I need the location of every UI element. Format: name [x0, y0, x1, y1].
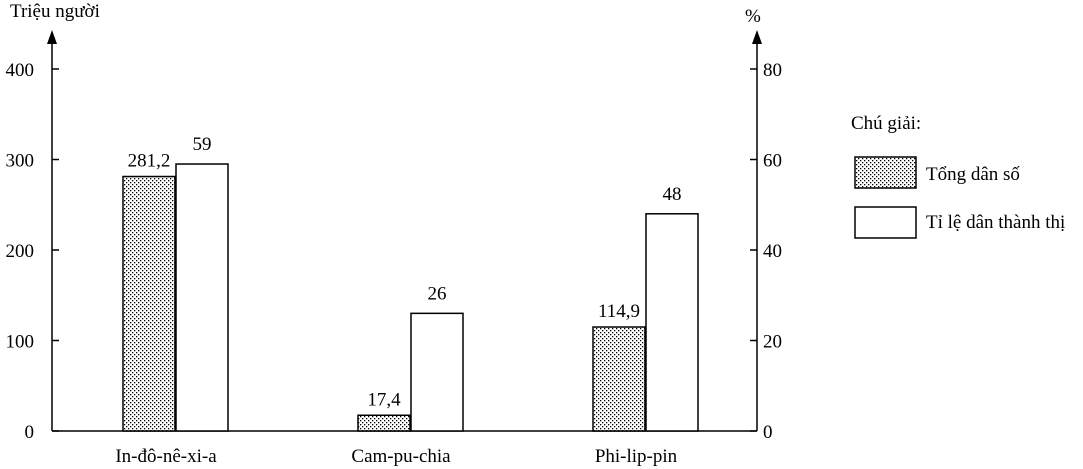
left-tick-label: 400 — [6, 60, 35, 81]
bar-tong-dan-so — [122, 175, 176, 432]
left-axis-ticks: 0 100 200 300 400 — [6, 60, 59, 443]
x-axis-labels: In-đô-nê-xi-a Cam-pu-chia Phi-lip-pin — [115, 446, 677, 467]
left-tick-label: 100 — [6, 332, 35, 353]
data-label-tong-dan-so: 17,4 — [367, 389, 401, 410]
right-tick-label: 60 — [763, 151, 782, 172]
category-label: Cam-pu-chia — [351, 446, 451, 467]
left-tick-label: 0 — [25, 422, 35, 443]
legend-label-tong-dan-so: Tổng dân số — [926, 164, 1020, 185]
category-label: In-đô-nê-xi-a — [115, 446, 217, 467]
bar-ti-le-dan-thanh-thi — [645, 213, 699, 432]
legend-swatch-ti-le-dan-thanh-thi — [854, 206, 917, 239]
right-tick-label: 80 — [763, 60, 782, 81]
data-label-ti-le-dan-thanh-thi: 26 — [428, 283, 447, 304]
category-label: Phi-lip-pin — [595, 446, 678, 467]
data-label-tong-dan-so: 114,9 — [598, 301, 640, 322]
right-axis-ticks: 0 20 40 60 80 — [750, 60, 782, 443]
data-label-ti-le-dan-thanh-thi: 59 — [193, 134, 212, 155]
bar-tong-dan-so — [357, 414, 411, 432]
bar-tong-dan-so — [592, 326, 646, 432]
data-label-ti-le-dan-thanh-thi: 48 — [663, 184, 682, 205]
right-tick-label: 0 — [763, 422, 773, 443]
data-label-tong-dan-so: 281,2 — [128, 151, 171, 172]
left-axis-arrow-icon — [47, 30, 57, 44]
left-tick-label: 300 — [6, 151, 35, 172]
bar-ti-le-dan-thanh-thi — [410, 312, 464, 432]
right-tick-label: 40 — [763, 241, 782, 262]
right-axis-label: % — [745, 6, 761, 27]
legend-title: Chú giải: — [851, 113, 921, 134]
legend-label-ti-le-dan-thanh-thi: Tỉ lệ dân thành thị — [926, 212, 1065, 233]
legend-swatch-tong-dan-so — [854, 156, 917, 189]
left-tick-label: 200 — [6, 241, 35, 262]
legend: Chú giải: Tổng dân số Tỉ lệ dân thành th… — [851, 113, 1065, 239]
right-tick-label: 20 — [763, 332, 782, 353]
bars: 281,2 59 17,4 26 114,9 48 — [122, 134, 699, 432]
right-axis-arrow-icon — [752, 30, 762, 44]
left-axis-label: Triệu người — [10, 1, 100, 22]
bar-ti-le-dan-thanh-thi — [175, 163, 229, 432]
